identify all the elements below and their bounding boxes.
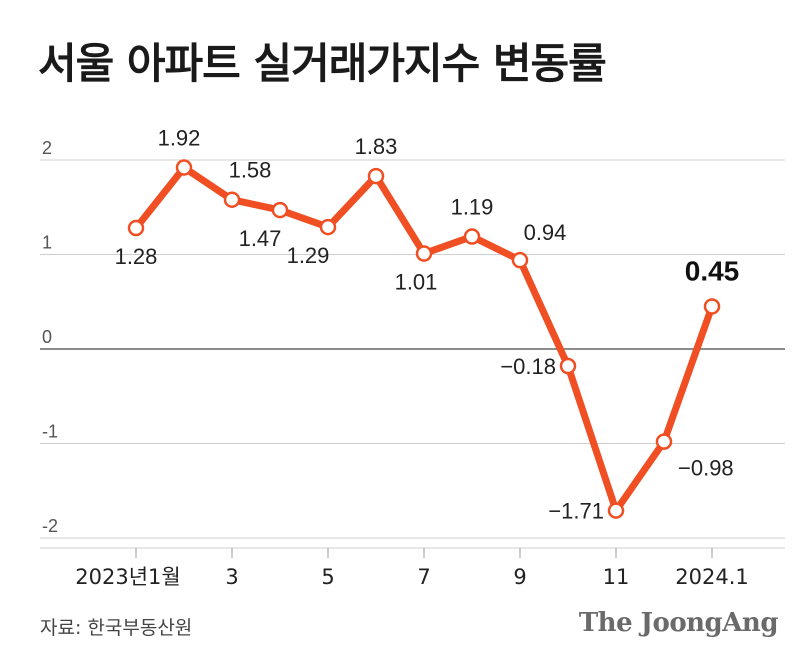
data-point bbox=[127, 219, 145, 237]
x-tick-label: 9 bbox=[513, 565, 526, 589]
chart-title: 서울 아파트 실거래가지수 변동률 bbox=[38, 39, 607, 88]
y-axis-ticks: 2 1 0 -1 -2 bbox=[42, 138, 58, 536]
x-tick-label: 2023년1월 bbox=[75, 565, 180, 589]
data-label: 1.92 bbox=[158, 126, 201, 151]
data-point bbox=[223, 191, 241, 208]
x-tick-label: 11 bbox=[603, 565, 630, 589]
data-point bbox=[319, 218, 337, 236]
data-labels: 1.28 1.92 1.58 1.471.29 1.83 1.01 1.19 0.94 −0.1… bbox=[115, 126, 740, 524]
series-line bbox=[132, 164, 716, 515]
series-polyline bbox=[132, 164, 716, 515]
source-note: 자료: 한국부동산원 bbox=[40, 617, 193, 639]
data-label: −0.98 bbox=[678, 456, 734, 481]
x-tick-label: 2024.1 bbox=[675, 565, 748, 589]
y-tick-label: 1 bbox=[42, 233, 52, 253]
brand-logo: The JoongAng bbox=[578, 608, 779, 638]
y-tick-label: -2 bbox=[42, 516, 58, 536]
data-point bbox=[511, 251, 529, 269]
data-point bbox=[415, 245, 433, 262]
x-tick-label: 7 bbox=[417, 565, 430, 589]
data-label: −1.71 bbox=[548, 499, 604, 524]
data-label: 1.01 bbox=[395, 270, 438, 295]
data-point bbox=[607, 502, 625, 519]
data-label: 1.19 bbox=[451, 195, 494, 220]
data-label: 1.83 bbox=[355, 134, 398, 159]
data-label: 1.28 bbox=[115, 244, 158, 269]
data-point bbox=[703, 298, 721, 315]
data-point bbox=[271, 201, 289, 219]
data-point bbox=[655, 433, 673, 450]
data-point bbox=[367, 167, 385, 185]
data-label: 1.29 bbox=[287, 243, 330, 268]
x-tick-label: 3 bbox=[225, 565, 238, 589]
data-points bbox=[127, 159, 721, 519]
data-label: 1.47 bbox=[239, 226, 282, 251]
data-point bbox=[175, 159, 193, 176]
x-tick-label: 5 bbox=[321, 565, 334, 589]
grid-lines bbox=[40, 159, 785, 549]
y-tick-label: 0 bbox=[42, 327, 52, 347]
y-tick-label: -1 bbox=[42, 422, 58, 442]
data-point bbox=[463, 228, 481, 245]
data-label: 1.58 bbox=[229, 158, 272, 183]
data-label: 0.94 bbox=[524, 220, 567, 245]
data-label: 0.45 bbox=[685, 255, 740, 286]
data-point bbox=[559, 357, 577, 375]
x-axis-ticks: 2023년1월 3 5 7 9 11 2024.1 bbox=[75, 548, 749, 589]
data-label: −0.18 bbox=[500, 354, 556, 379]
y-tick-label: 2 bbox=[42, 138, 52, 158]
